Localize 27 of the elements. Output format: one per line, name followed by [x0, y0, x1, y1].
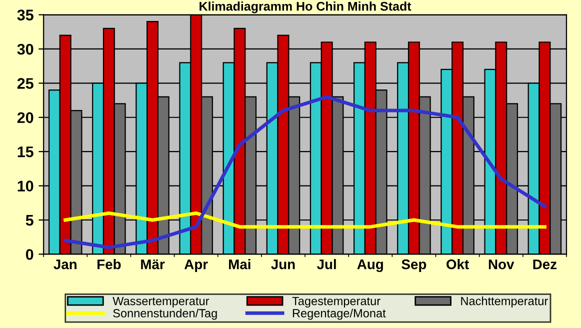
legend-label: Regentage/Monat — [292, 308, 386, 320]
chart-title: Klimadiagramm Ho Chin Minh Stadt — [200, 2, 412, 14]
y-tick-label: 10 — [18, 180, 34, 192]
x-tick-label: Mär — [141, 260, 165, 270]
x-tick-label: Feb — [98, 259, 121, 270]
x-tick-label: Okt — [446, 259, 469, 270]
x-tick-label: Apr — [184, 260, 208, 272]
x-tick-label: Mai — [229, 259, 250, 270]
x-tick-label: Dez — [533, 260, 557, 270]
x-tick-label: Jul — [316, 259, 336, 270]
line-series — [64, 95, 546, 250]
y-tick-label: 5 — [26, 215, 34, 226]
y-tick-label: 25 — [17, 78, 34, 89]
y-tick-label: 30 — [17, 44, 34, 55]
x-tick-label: Jan — [54, 260, 76, 270]
legend-label: Nachttemperatur — [461, 296, 548, 308]
x-tick-label: Sep — [402, 259, 426, 272]
y-tick-label: 20 — [17, 112, 34, 124]
x-tick-label: Jun — [271, 260, 295, 270]
legend-label: Sonnenstunden/Tag — [113, 308, 217, 320]
y-tick-label: 0 — [26, 249, 34, 260]
legend-label: Tagestemperatur — [292, 296, 380, 308]
legend-label: Wassertemperatur — [112, 296, 210, 308]
x-tick-label: Nov — [488, 260, 514, 270]
y-tick-label: 35 — [17, 10, 34, 20]
y-tick-label: 15 — [18, 146, 34, 158]
x-tick-label: Aug — [357, 260, 383, 272]
